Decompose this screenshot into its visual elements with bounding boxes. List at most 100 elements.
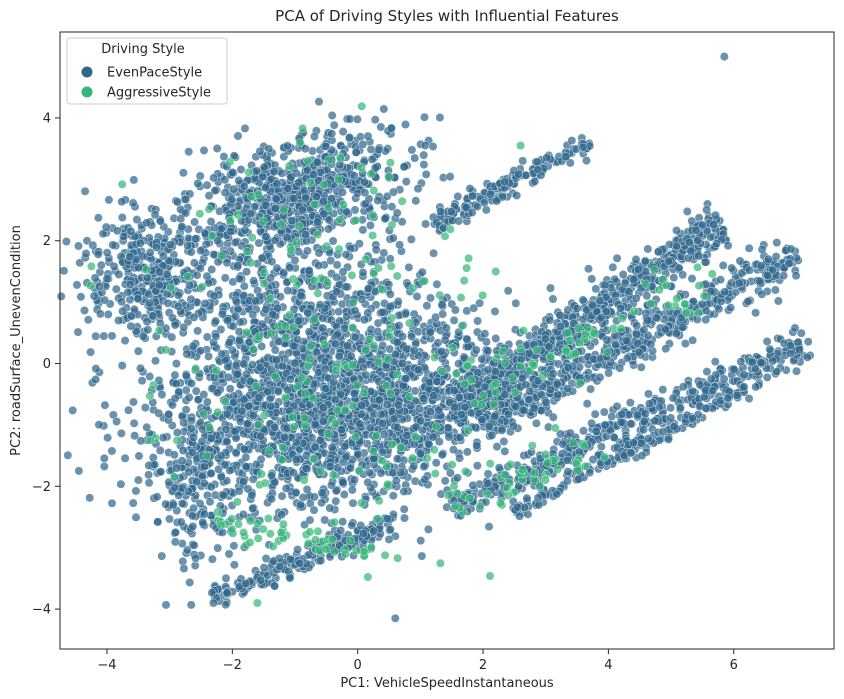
point-evenpacestyle [342,341,352,351]
point-evenpacestyle [455,453,465,463]
point-evenpacestyle [616,303,626,313]
point-evenpacestyle [116,479,126,489]
point-evenpacestyle [417,267,427,277]
point-evenpacestyle [563,363,573,373]
point-evenpacestyle [755,276,765,286]
point-evenpacestyle [255,146,265,156]
point-evenpacestyle [170,370,180,380]
point-evenpacestyle [530,176,540,186]
point-evenpacestyle [80,306,89,315]
point-evenpacestyle [199,146,209,155]
point-evenpacestyle [632,329,641,339]
point-evenpacestyle [392,423,402,432]
point-evenpacestyle [373,327,383,336]
point-evenpacestyle [145,298,154,308]
point-evenpacestyle [184,393,194,402]
point-evenpacestyle [116,428,126,438]
point-evenpacestyle [304,327,314,337]
point-evenpacestyle [143,325,153,335]
point-evenpacestyle [443,423,453,433]
point-evenpacestyle [220,188,230,198]
point-evenpacestyle [173,290,183,300]
point-evenpacestyle [756,261,766,271]
point-evenpacestyle [358,225,368,235]
point-evenpacestyle [500,446,510,456]
point-evenpacestyle [229,541,239,551]
point-evenpacestyle [346,463,355,473]
point-evenpacestyle [432,279,442,289]
point-evenpacestyle [467,191,477,201]
point-evenpacestyle [720,287,730,297]
point-evenpacestyle [104,195,114,205]
point-evenpacestyle [582,156,591,166]
point-evenpacestyle [157,390,167,400]
point-evenpacestyle [465,184,475,194]
point-evenpacestyle [313,217,323,227]
point-evenpacestyle [230,238,240,247]
point-evenpacestyle [298,344,308,354]
point-evenpacestyle [236,165,246,174]
point-evenpacestyle [347,485,357,495]
point-evenpacestyle [441,323,451,333]
point-evenpacestyle [181,194,191,204]
point-evenpacestyle [193,179,203,188]
point-evenpacestyle [267,471,276,481]
point-evenpacestyle [609,433,619,443]
point-evenpacestyle [200,298,210,308]
point-evenpacestyle [651,313,661,323]
point-evenpacestyle [409,439,419,449]
point-evenpacestyle [674,263,684,273]
point-evenpacestyle [479,198,489,208]
point-evenpacestyle [640,256,650,266]
point-evenpacestyle [310,442,320,452]
point-evenpacestyle [779,271,789,281]
point-evenpacestyle [296,500,306,510]
point-evenpacestyle [242,419,252,429]
point-evenpacestyle [336,389,346,399]
point-evenpacestyle [633,264,643,274]
point-evenpacestyle [686,246,696,256]
point-evenpacestyle [100,400,110,410]
point-evenpacestyle [492,442,502,452]
point-evenpacestyle [588,301,598,311]
point-evenpacestyle [155,216,165,226]
point-evenpacestyle [126,226,136,236]
point-evenpacestyle [168,313,177,323]
point-evenpacestyle [91,375,101,384]
point-evenpacestyle [394,400,403,410]
point-evenpacestyle [629,274,639,284]
point-evenpacestyle [309,505,319,515]
point-evenpacestyle [289,194,299,203]
point-evenpacestyle [345,114,355,124]
point-evenpacestyle [163,298,173,308]
point-evenpacestyle [81,249,91,259]
point-evenpacestyle [338,127,348,137]
point-evenpacestyle [224,549,234,559]
point-evenpacestyle [521,380,531,390]
point-evenpacestyle [624,287,634,297]
point-evenpacestyle [428,391,438,401]
point-evenpacestyle [154,280,164,290]
point-evenpacestyle [212,144,222,153]
point-evenpacestyle [509,421,518,431]
point-evenpacestyle [219,152,229,162]
point-evenpacestyle [301,463,311,473]
point-evenpacestyle [450,305,460,315]
point-evenpacestyle [500,177,510,187]
point-evenpacestyle [240,123,250,133]
point-evenpacestyle [158,251,168,261]
point-evenpacestyle [312,158,322,168]
point-evenpacestyle [211,331,221,341]
point-evenpacestyle [93,249,103,259]
point-evenpacestyle [590,409,600,419]
point-evenpacestyle [281,483,291,493]
point-evenpacestyle [273,387,283,397]
point-evenpacestyle [177,222,187,232]
point-evenpacestyle [417,551,427,561]
point-evenpacestyle [74,241,83,251]
point-evenpacestyle [211,316,221,326]
point-evenpacestyle [239,444,249,454]
point-evenpacestyle [477,354,487,364]
point-evenpacestyle [204,351,214,361]
point-evenpacestyle [379,248,389,258]
